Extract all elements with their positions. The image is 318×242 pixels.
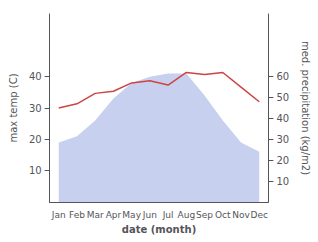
svg-text:30: 30 bbox=[29, 103, 42, 114]
svg-text:40: 40 bbox=[29, 71, 42, 82]
svg-text:date (month): date (month) bbox=[122, 224, 196, 235]
svg-text:Oct: Oct bbox=[215, 210, 231, 220]
svg-text:30: 30 bbox=[276, 134, 289, 145]
svg-text:50: 50 bbox=[276, 92, 289, 103]
svg-text:Jan: Jan bbox=[51, 210, 66, 220]
svg-text:20: 20 bbox=[29, 134, 42, 145]
svg-text:10: 10 bbox=[276, 176, 289, 187]
svg-text:Aug: Aug bbox=[178, 210, 196, 220]
svg-text:60: 60 bbox=[276, 71, 289, 82]
svg-text:Jul: Jul bbox=[162, 210, 174, 220]
svg-text:May: May bbox=[122, 210, 141, 220]
svg-text:20: 20 bbox=[276, 155, 289, 166]
svg-text:Sep: Sep bbox=[196, 210, 213, 220]
svg-text:Mar: Mar bbox=[87, 210, 104, 220]
svg-text:med. precipitation (kg/m2): med. precipitation (kg/m2) bbox=[300, 41, 311, 175]
svg-text:Jun: Jun bbox=[142, 210, 157, 220]
svg-text:Nov: Nov bbox=[232, 210, 250, 220]
svg-text:40: 40 bbox=[276, 113, 289, 124]
svg-text:max temp (C): max temp (C) bbox=[8, 73, 19, 142]
svg-text:10: 10 bbox=[29, 165, 42, 176]
svg-text:Dec: Dec bbox=[251, 210, 268, 220]
svg-text:Feb: Feb bbox=[69, 210, 85, 220]
svg-text:Apr: Apr bbox=[106, 210, 122, 220]
